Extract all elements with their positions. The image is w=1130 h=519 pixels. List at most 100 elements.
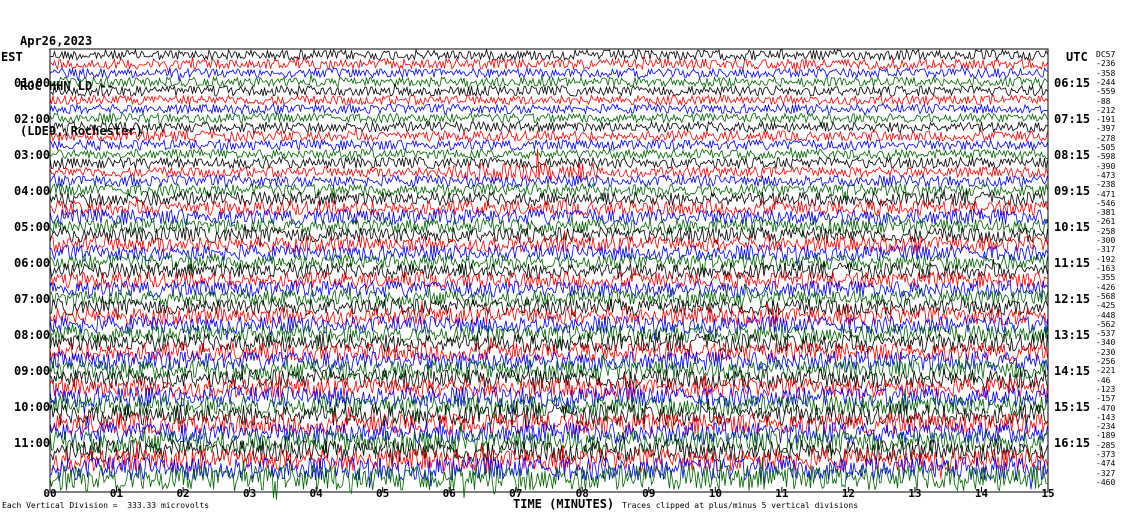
seismic-trace: [49, 196, 1048, 217]
seismic-trace: [49, 212, 1048, 238]
seismic-trace: [49, 253, 1048, 276]
seismic-trace: [49, 431, 1048, 466]
trace-offset-label: -143: [1096, 412, 1116, 422]
seismic-trace: [49, 182, 1048, 201]
x-tick-label: 14: [974, 487, 989, 500]
seismic-trace: [49, 111, 1048, 128]
seismic-trace: [49, 147, 1048, 162]
trace-offset-label: -234: [1096, 422, 1116, 432]
seismic-trace: [49, 120, 1048, 136]
x-tick-label: 00: [43, 487, 57, 500]
seismic-trace: [49, 207, 1048, 226]
trace-offset-label: -505: [1096, 143, 1116, 153]
seismic-trace: [49, 328, 1048, 354]
trace-offset-label: -46: [1096, 375, 1111, 385]
trace-offset-label: -559: [1096, 87, 1116, 97]
est-hour-label: 01:00: [14, 76, 51, 90]
seismic-trace: [49, 441, 1048, 479]
seismic-trace: [49, 337, 1048, 363]
x-axis-title: TIME (MINUTES): [513, 497, 615, 511]
trace-offset-label: -598: [1096, 152, 1116, 162]
x-tick-label: 10: [708, 487, 722, 500]
seismic-trace: [49, 48, 1048, 62]
est-hour-label: 06:00: [14, 256, 51, 270]
trace-offset-label: -261: [1096, 217, 1116, 227]
est-hour-label: 08:00: [14, 328, 51, 342]
seismic-trace: [49, 174, 1048, 191]
seismic-trace: [49, 73, 1048, 90]
seismic-trace: [49, 65, 1048, 82]
est-hour-label: 05:00: [14, 220, 51, 234]
trace-offset-label: -425: [1096, 301, 1116, 311]
x-tick-label: 02: [176, 487, 190, 500]
utc-hour-label: 08:15: [1054, 148, 1091, 162]
seismic-trace: [49, 128, 1048, 143]
seismic-trace: [49, 93, 1048, 107]
trace-offset-label: -397: [1096, 124, 1116, 134]
x-tick-label: 01: [109, 487, 124, 500]
seismic-trace: [49, 224, 1048, 248]
trace-offset-label: -381: [1096, 208, 1116, 218]
trace-offset-label: -373: [1096, 450, 1116, 460]
x-tick-label: 13: [908, 487, 922, 500]
clipping-note: Traces clipped at plus/minus 5 vertical …: [622, 501, 859, 510]
trace-offset-label: -474: [1096, 459, 1116, 469]
x-tick-label: 07: [509, 487, 523, 500]
trace-offset-label: -88: [1096, 96, 1111, 106]
trace-offset-label: -317: [1096, 245, 1116, 255]
seismic-trace: [49, 323, 1048, 350]
trace-offset-label: -189: [1096, 431, 1116, 441]
record-date: Apr26,2023: [20, 34, 93, 48]
seismic-trace: [49, 368, 1048, 392]
utc-hour-label: 06:15: [1054, 76, 1091, 90]
est-hour-label: 09:00: [14, 364, 51, 378]
trace-offset-label: -340: [1096, 338, 1116, 348]
utc-hour-label: 15:15: [1054, 400, 1091, 414]
trace-offset-label: -278: [1096, 133, 1116, 143]
trace-offset-label: -191: [1096, 115, 1116, 125]
trace-offset-label: -123: [1096, 384, 1116, 394]
trace-offset-label: DC57: [1096, 50, 1116, 59]
seismic-trace: [49, 82, 1048, 98]
est-hour-label: 03:00: [14, 148, 51, 162]
vertical-division-note: Each Vertical Division = 333.33 microvol…: [2, 501, 210, 510]
trace-offset-label: -460: [1096, 478, 1116, 487]
seismic-trace: [49, 301, 1048, 327]
seismic-trace: [49, 352, 1048, 386]
trace-offset-label: -230: [1096, 347, 1116, 357]
seismic-trace: [49, 258, 1048, 281]
utc-hour-label: 12:15: [1054, 292, 1091, 306]
x-tick-label: 08: [575, 487, 589, 500]
seismic-trace: [49, 455, 1048, 490]
trace-offset-label: -473: [1096, 170, 1116, 180]
x-tick-label: 12: [841, 487, 856, 500]
trace-offset-label: -448: [1096, 310, 1116, 320]
est-hour-label: 10:00: [14, 400, 51, 414]
trace-offset-label: -192: [1096, 254, 1116, 264]
x-tick-label: 05: [376, 487, 390, 500]
trace-offset-label: -471: [1096, 189, 1116, 199]
trace-offset-label: -163: [1096, 264, 1116, 273]
trace-offset-label: -300: [1096, 236, 1116, 246]
utc-hour-label: 07:15: [1054, 112, 1091, 126]
trace-offset-label: -568: [1096, 291, 1116, 301]
utc-hour-label: 13:15: [1054, 328, 1091, 342]
seismic-trace: [49, 267, 1048, 290]
trace-offset-label: -212: [1096, 105, 1116, 115]
trace-offset-label: -537: [1096, 329, 1116, 339]
utc-hour-label: 11:15: [1054, 256, 1091, 270]
seismic-trace: [49, 389, 1048, 424]
seismic-trace: [49, 55, 1048, 74]
trace-offset-label: -244: [1096, 77, 1116, 87]
est-axis-label: EST: [1, 50, 23, 64]
seismic-trace: [49, 314, 1048, 340]
est-hour-label: 11:00: [14, 436, 51, 450]
plot-frame: [49, 48, 1049, 493]
seismic-trace: [49, 422, 1048, 460]
trace-offset-label: -355: [1096, 273, 1116, 283]
x-tick-label: 15: [1041, 487, 1055, 500]
seismic-trace: [49, 279, 1048, 299]
trace-offset-label: -256: [1096, 357, 1116, 367]
trace-offset-label: -358: [1096, 68, 1116, 78]
